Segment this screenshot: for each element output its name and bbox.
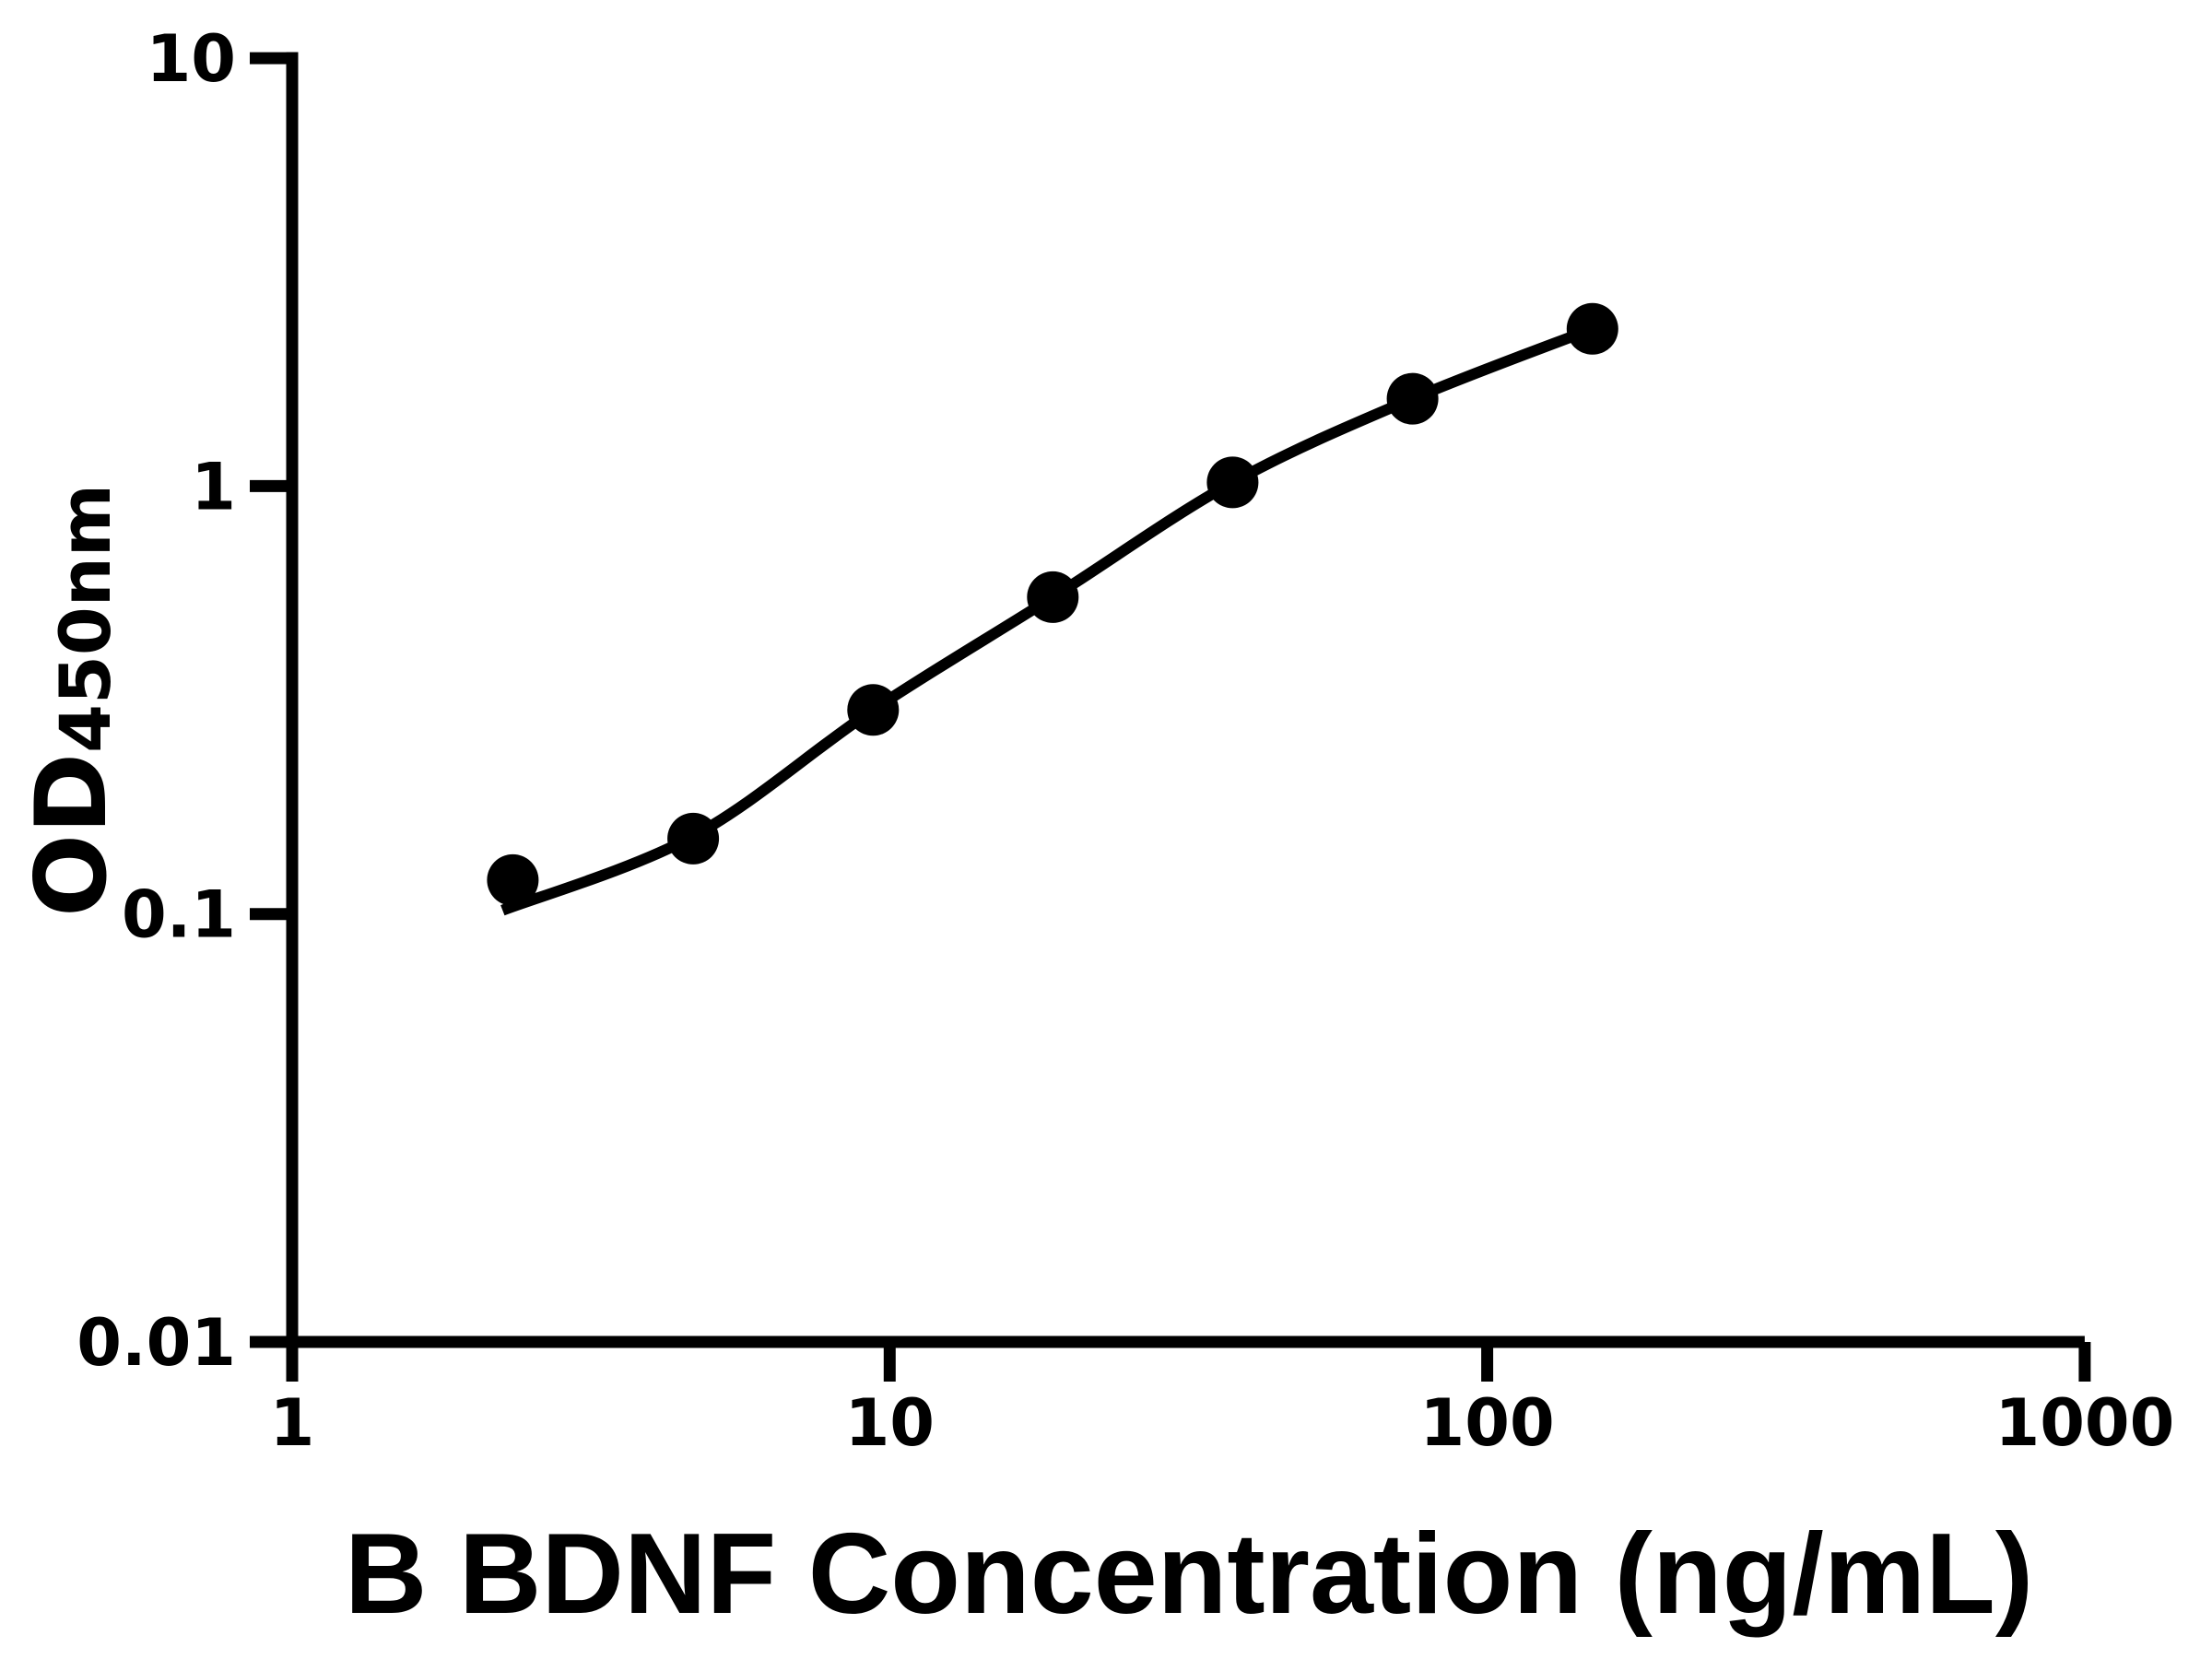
data-point-marker-4 [1027, 571, 1079, 623]
x-tick-label-100: 100 [1420, 1385, 1555, 1461]
data-point-marker-6 [1386, 372, 1439, 425]
y-axis-title-subscript: 450nm [44, 483, 127, 753]
data-point-marker-5 [1206, 456, 1259, 509]
x-tick-label-1: 1 [270, 1385, 315, 1461]
data-point-marker-3 [847, 684, 900, 736]
y-tick-label-10: 10 [147, 21, 236, 97]
y-axis-title: OD450nm [11, 286, 133, 1115]
y-axis-title-main: OD [15, 752, 128, 918]
y-tick-label-0.01: 0.01 [76, 1305, 236, 1381]
y-tick-label-1: 1 [191, 449, 236, 524]
x-tick-label-1000: 1000 [1994, 1385, 2174, 1461]
x-axis-title: B BDNF Concentration (ng/mL) [344, 1511, 2034, 1638]
y-tick-label-0.1: 0.1 [122, 877, 236, 953]
x-tick-label-10: 10 [845, 1385, 935, 1461]
data-point-marker-7 [1566, 302, 1618, 355]
data-point-marker-1 [487, 853, 539, 906]
data-point-marker-2 [667, 812, 720, 865]
